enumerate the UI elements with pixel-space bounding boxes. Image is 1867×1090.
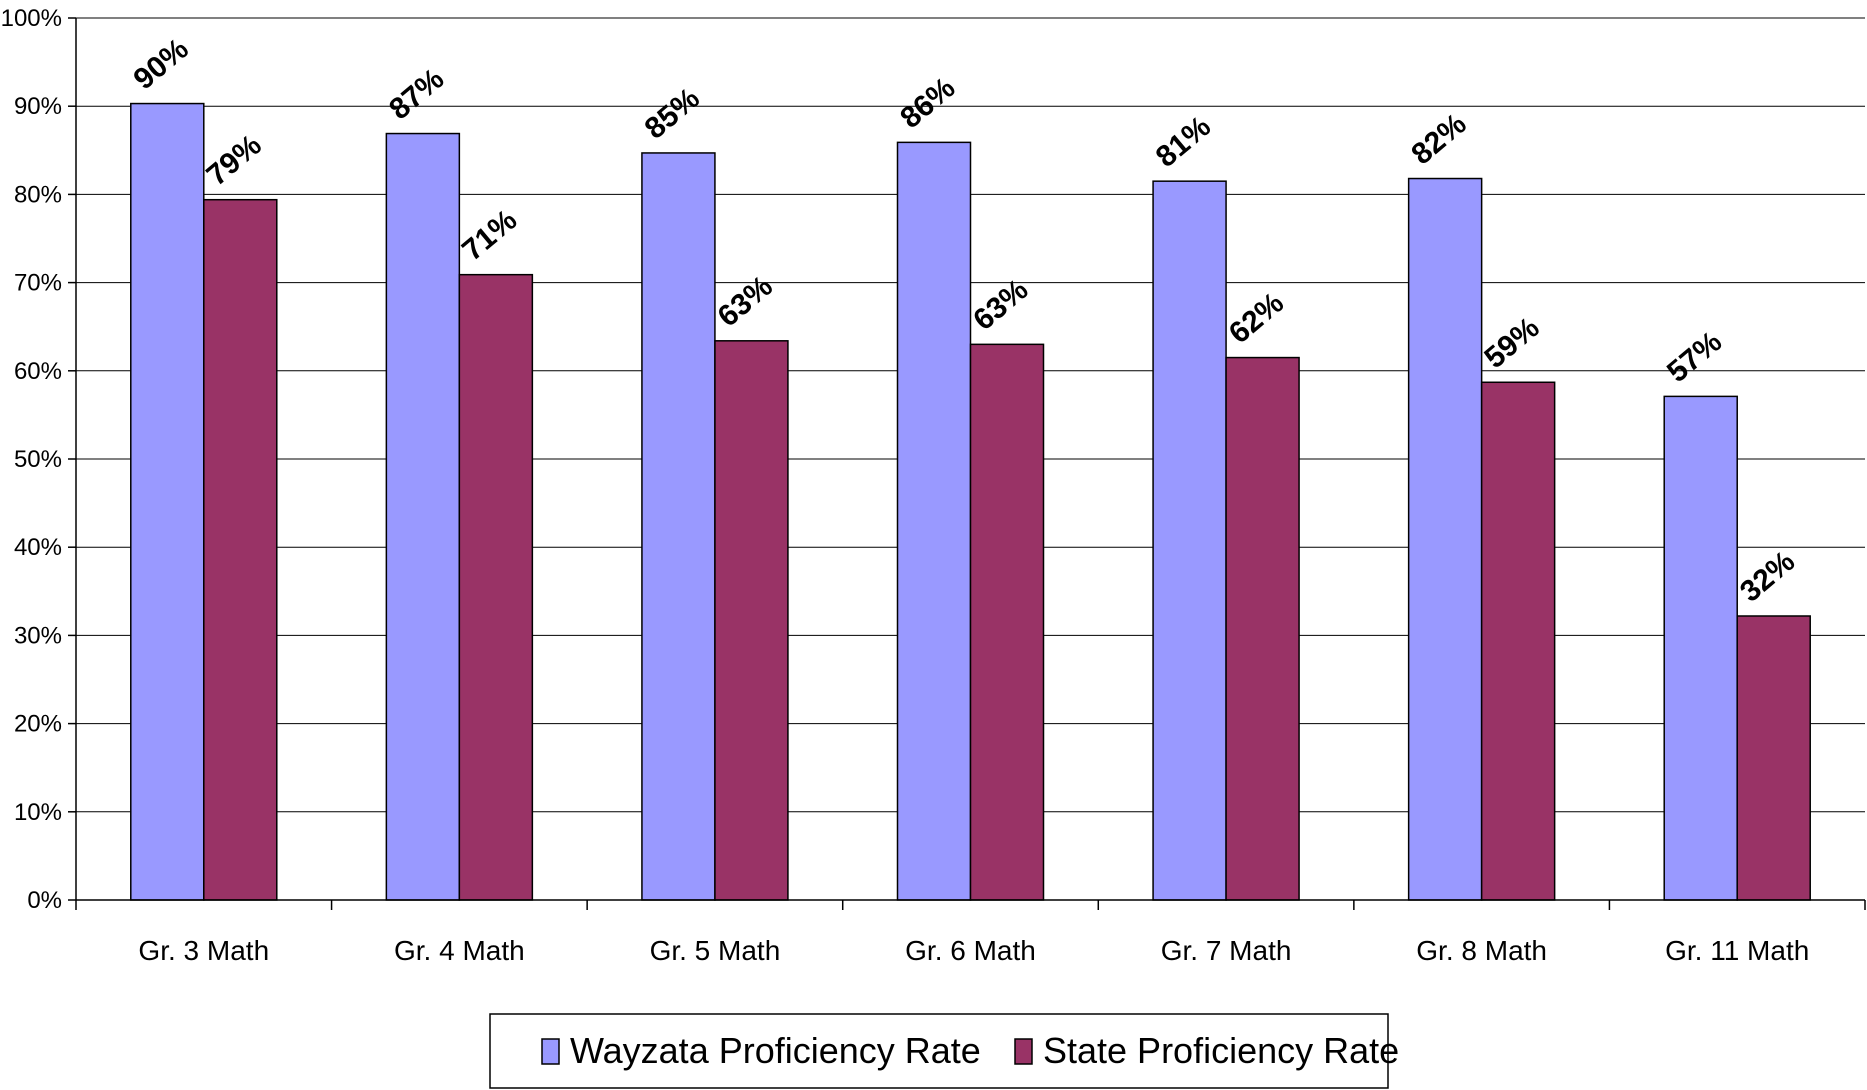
data-label: 87% [383,62,450,126]
category-label: Gr. 11 Math [1665,935,1809,966]
data-label: 82% [1405,107,1472,171]
bar-state [1225,356,1300,901]
bar-state [458,273,534,901]
y-tick-label: 10% [14,799,62,826]
bars [130,102,1811,901]
legend-box [489,1013,1389,1089]
x-tick-marks [75,900,1866,910]
bar-state [1480,381,1556,901]
data-label: 79% [201,128,268,192]
bar-wayzata [1407,177,1483,901]
bar-state [1736,615,1811,901]
data-label: 57% [1661,325,1728,389]
y-tick-label: 90% [14,93,62,120]
data-label: 59% [1478,311,1545,375]
category-label: Gr. 7 Math [1161,935,1292,966]
data-label: 71% [456,203,523,267]
legend-swatch-wayzata [541,1038,560,1065]
y-tick-label: 50% [14,446,62,473]
category-labels: Gr. 3 Math Gr. 4 Math Gr. 5 Math Gr. 6 Math… [138,935,1809,966]
y-tick-label: 80% [14,181,62,208]
category-label: Gr. 5 Math [650,935,781,966]
legend: Wayzata Proficiency Rate State Proficien… [489,1013,1399,1089]
bar-wayzata [385,132,461,901]
data-label: 81% [1150,110,1217,174]
bar-state [969,343,1045,901]
legend-label-state: State Proficiency Rate [1043,1030,1399,1071]
legend-swatch-state [1014,1038,1033,1065]
data-label: 32% [1734,545,1801,609]
category-label: Gr. 8 Math [1416,935,1547,966]
bar-wayzata [896,141,972,901]
y-tick-label: 20% [14,711,62,738]
y-tick-label: 30% [14,622,62,649]
y-tick-labels: 0% 10% 20% 30% 40% 50% 60% 70% 80% 90% 100% [1,5,76,914]
y-tick-label: 0% [27,887,62,914]
data-label: 85% [639,82,706,146]
legend-label-wayzata: Wayzata Proficiency Rate [570,1030,981,1071]
bar-state [203,198,278,901]
bar-wayzata [130,102,205,901]
data-label: 90% [128,32,195,96]
y-tick-label: 40% [14,534,62,561]
y-tick-label: 70% [14,270,62,297]
y-tick-label: 60% [14,358,62,385]
data-label: 62% [1223,286,1290,350]
category-label: Gr. 3 Math [138,935,269,966]
bar-wayzata [641,152,716,901]
bar-state [714,340,789,901]
category-label: Gr. 6 Math [905,935,1036,966]
data-label: 63% [712,270,779,334]
data-label: 86% [894,71,961,135]
y-tick-label: 100% [1,5,62,32]
category-label: Gr. 4 Math [394,935,525,966]
bar-wayzata [1152,180,1227,901]
bar-wayzata [1663,395,1738,901]
